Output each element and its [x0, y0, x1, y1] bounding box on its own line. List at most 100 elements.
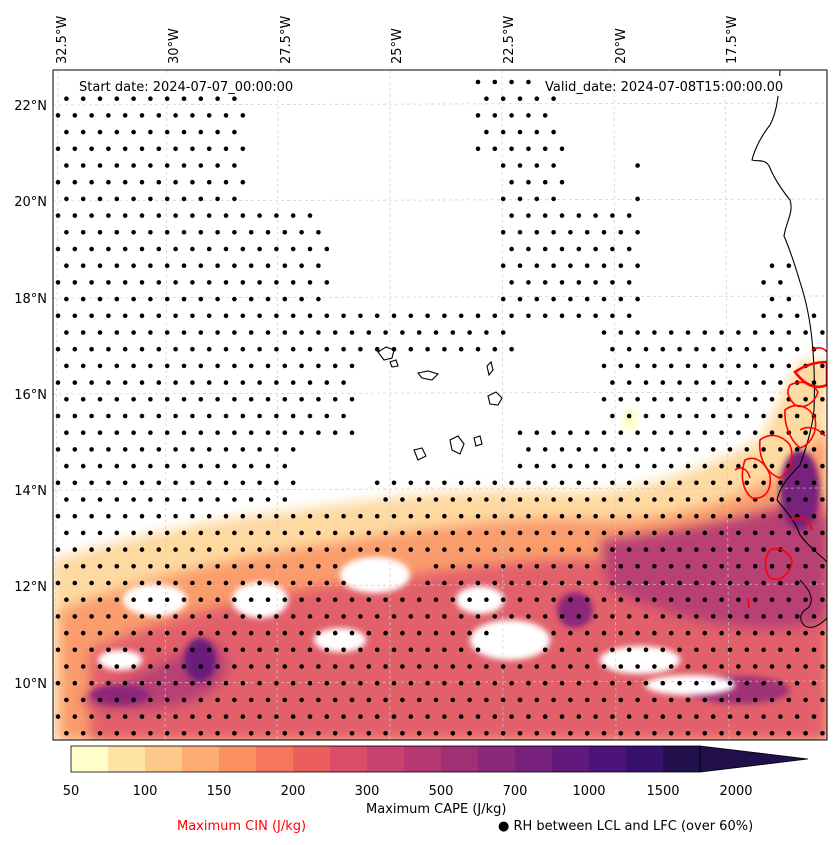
- rh-dot: [80, 731, 86, 736]
- rh-dot: [190, 580, 195, 586]
- lat-labels: 22°N 20°N 18°N 16°N 14°N 12°N 10°N: [14, 99, 47, 692]
- rh-dot: [97, 731, 103, 736]
- rh-dot: [500, 96, 506, 101]
- rh-dot: [265, 230, 271, 235]
- rh-dot: [526, 447, 531, 452]
- rh-dot: [736, 731, 741, 736]
- rh-dot: [215, 731, 220, 736]
- rh-dot: [131, 363, 136, 369]
- rh-dot: [736, 397, 741, 402]
- colorbar-tick-labels: 50 100 150 200 300 500 700 1000 1500 200…: [63, 784, 753, 799]
- rh-dot: [668, 664, 674, 669]
- rh-dot: [148, 697, 153, 703]
- rh-dot: [803, 597, 808, 602]
- rh-dot: [97, 330, 103, 335]
- rh-dot: [702, 397, 708, 402]
- rh-dot: [652, 630, 657, 636]
- rh-dot: [80, 397, 86, 402]
- rh-dot: [257, 313, 262, 319]
- rh-dot: [131, 731, 136, 736]
- rh-dot: [752, 664, 758, 669]
- rh-dot: [786, 630, 792, 636]
- rh-dot: [610, 447, 615, 452]
- rh-dot: [727, 346, 733, 352]
- rh-dot: [408, 680, 414, 686]
- rh-dot: [366, 330, 372, 335]
- rh-dot: [232, 497, 237, 502]
- rh-dot: [668, 430, 674, 436]
- rh-dot: [240, 614, 246, 619]
- rh-dot: [542, 313, 548, 319]
- rh-dot: [752, 731, 758, 736]
- rh-dot: [551, 430, 556, 436]
- rh-dot: [341, 714, 346, 719]
- rh-dot: [710, 346, 716, 352]
- rh-dot: [534, 129, 540, 135]
- rh-dot: [736, 430, 741, 436]
- rh-dot: [635, 163, 640, 168]
- rh-dot: [517, 129, 523, 135]
- colorbar-tick: 300: [355, 784, 380, 799]
- colorbar-tick: 1000: [572, 784, 605, 799]
- rh-dot: [820, 363, 825, 369]
- rh-dot: [685, 497, 691, 502]
- rh-dot: [248, 630, 254, 636]
- rh-dot: [156, 513, 162, 519]
- rh-dot: [694, 547, 699, 552]
- rh-dot: [752, 397, 758, 402]
- rh-dot: [484, 597, 489, 602]
- rh-dot: [156, 447, 162, 452]
- rh-dot: [139, 547, 145, 552]
- rh-dot: [349, 363, 355, 369]
- rh-dot: [349, 630, 355, 636]
- rh-dot: [232, 430, 237, 436]
- rh-dot: [744, 580, 750, 586]
- rh-dot: [89, 680, 94, 686]
- rh-dot: [727, 580, 733, 586]
- rh-dot: [265, 530, 271, 536]
- rh-dot: [173, 547, 178, 552]
- rh-dot: [618, 463, 624, 469]
- rh-dot: [139, 480, 145, 486]
- rh-dot: [349, 530, 355, 536]
- rh-dot: [80, 196, 86, 202]
- rh-dot: [64, 129, 69, 135]
- rh-dot: [618, 597, 624, 602]
- rh-dot: [786, 363, 792, 369]
- rh-dot: [610, 513, 615, 519]
- rh-dot: [156, 246, 162, 252]
- rh-dot: [542, 614, 548, 619]
- colorbar-tick: 2000: [719, 784, 752, 799]
- rh-dot: [181, 564, 187, 569]
- rh-dot: [551, 697, 556, 703]
- rh-dot: [257, 547, 262, 552]
- rh-dot: [635, 463, 640, 469]
- rh-dot: [80, 96, 86, 101]
- rh-dot: [778, 480, 783, 486]
- rh-dot: [164, 363, 170, 369]
- rh-dot: [156, 179, 162, 185]
- rh-dot: [593, 480, 598, 486]
- rh-dot: [307, 680, 313, 686]
- rh-dot: [652, 597, 657, 602]
- rh-dot: [232, 263, 237, 269]
- rh-dot: [584, 497, 590, 502]
- rh-dot: [156, 647, 162, 653]
- rh-dot: [131, 497, 136, 502]
- rh-dot: [694, 614, 699, 619]
- rh-dot: [694, 413, 699, 419]
- rh-dot: [542, 146, 548, 152]
- rh-dot: [248, 263, 254, 269]
- rh-dot: [677, 380, 682, 385]
- rh-dot: [80, 129, 86, 135]
- rh-dot: [534, 263, 540, 269]
- rh-dot: [576, 513, 582, 519]
- rh-dot: [626, 714, 632, 719]
- rh-dot: [148, 430, 153, 436]
- rh-dot: [324, 547, 330, 552]
- rh-dot: [593, 647, 598, 653]
- rh-dot: [114, 196, 120, 202]
- rh-dot: [450, 497, 456, 502]
- rh-dot: [80, 430, 86, 436]
- rh-dot: [752, 597, 758, 602]
